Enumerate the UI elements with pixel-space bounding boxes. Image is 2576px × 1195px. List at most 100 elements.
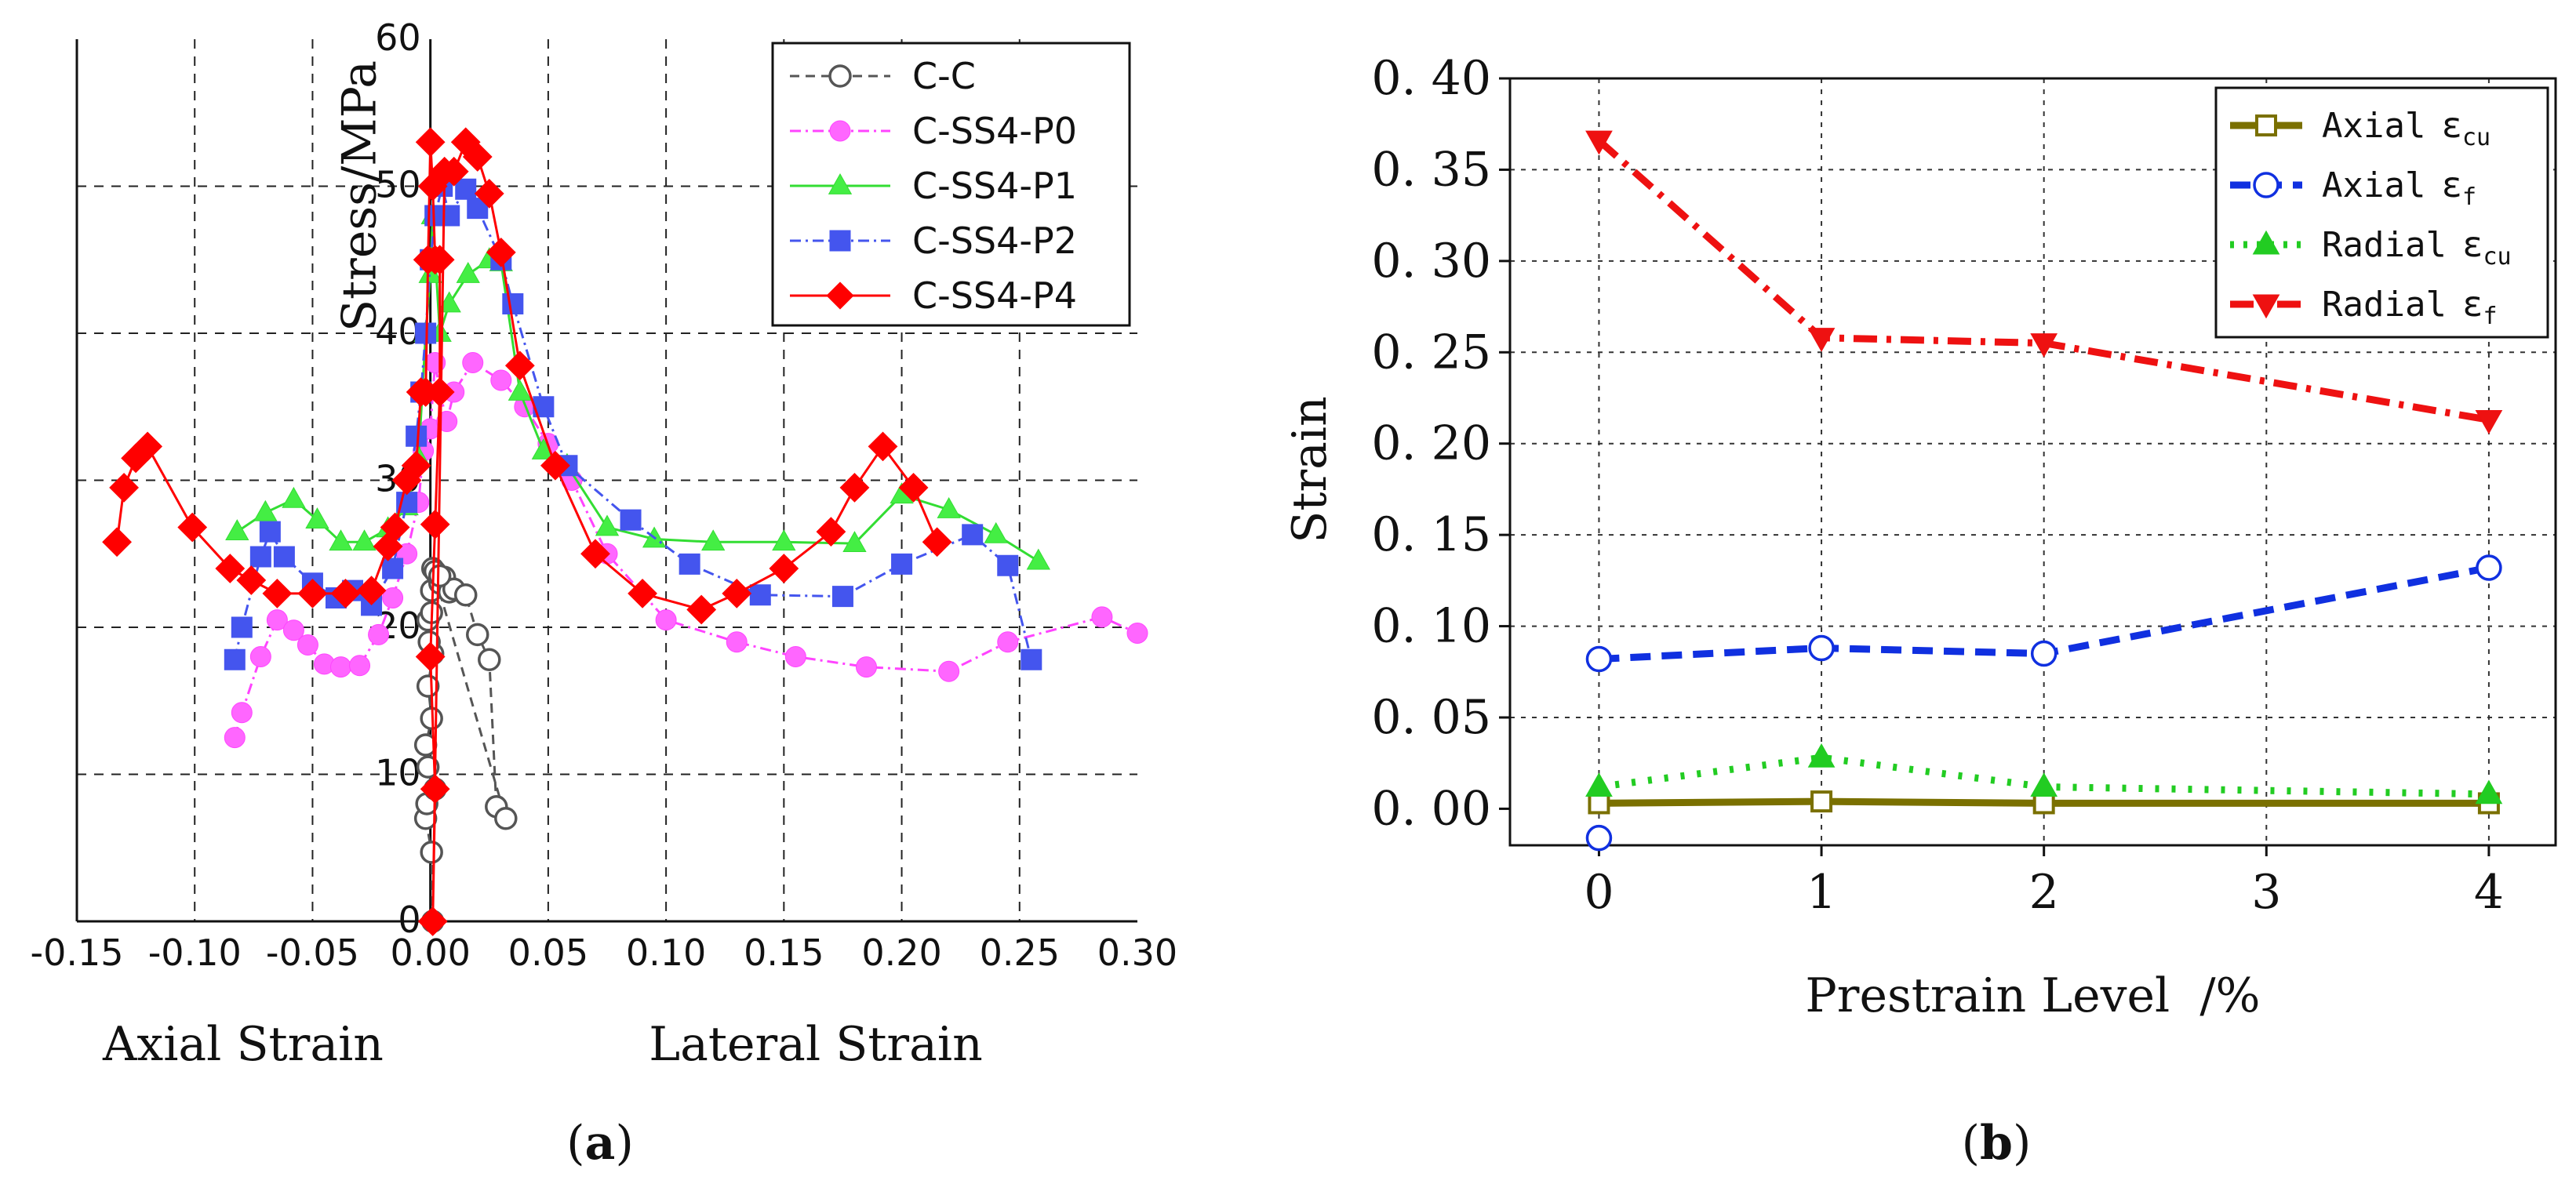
data-point-C-SS4-P1 [305, 507, 329, 529]
lateral-strain-label: Lateral Strain [649, 1017, 982, 1072]
series-Radial-f [1585, 130, 2503, 434]
x-tick-label: 2 [2029, 865, 2059, 920]
legend-label: C-SS4-P4 [912, 274, 1077, 317]
y-tick-label: 50 [375, 164, 421, 206]
data-point-Radial-cu [1585, 772, 1613, 797]
data-point-C-SS4-P4 [297, 578, 328, 608]
data-point-C-SS4-P2 [749, 584, 771, 606]
data-point-C-SS4-P4 [415, 127, 446, 158]
data-point-C-SS4-P0 [855, 656, 877, 678]
legend-marker [828, 64, 852, 88]
data-point-C-SS4-P4 [769, 554, 799, 583]
legend-marker [2253, 172, 2279, 198]
y-tick-label: 0. 35 [1371, 142, 1491, 197]
legend-marker [2252, 230, 2280, 255]
data-point-C-SS4-P2 [962, 524, 984, 546]
x-tick-label: 4 [2474, 865, 2504, 920]
y-tick-label: 0. 20 [1371, 416, 1491, 471]
x-tick-label: 0.30 [1097, 932, 1177, 974]
data-point-Axial-cu [1810, 790, 1833, 813]
data-point-C-SS4-P4 [816, 517, 846, 547]
data-point-C-SS4-P2 [679, 553, 700, 575]
y-tick-label: 0. 10 [1371, 599, 1491, 654]
data-point-C-SS4-P4 [839, 472, 870, 503]
x-tick-label: 0.05 [508, 932, 588, 974]
data-point-C-SS4-P1 [701, 529, 726, 551]
legend-subscript: cu [2462, 124, 2490, 151]
legend-subscript: cu [2483, 243, 2511, 271]
panel-paren-open: ( [566, 1116, 584, 1171]
data-point-C-SS4-P1 [772, 529, 796, 551]
data-point-C-SS4-P4 [868, 431, 898, 462]
x-tick-label: 3 [2251, 865, 2281, 920]
data-point-C-SS4-P1 [253, 499, 278, 521]
data-point-C-SS4-P4 [215, 554, 246, 583]
extra-data-point [1585, 824, 1613, 852]
panel-letter-b: b [1980, 1116, 2013, 1171]
legend-name: Axial [2322, 165, 2425, 205]
data-point-C-SS4-P1 [984, 521, 1008, 543]
data-point-C-SS4-P4 [133, 431, 163, 462]
data-point-C-SS4-P2 [249, 546, 271, 568]
legend-label: Radial εcu [2322, 225, 2512, 271]
panel-paren-open: ( [1962, 1116, 1980, 1171]
series-line-Axial-f [1599, 564, 2490, 663]
legend-label: Radial εf [2322, 285, 2498, 330]
data-point-C-C [428, 564, 452, 588]
data-point-C-SS4-P4 [330, 578, 361, 608]
x-tick-label: 0.00 [390, 932, 470, 974]
data-point-C-SS4-P0 [282, 619, 304, 641]
data-point-C-SS4-P0 [490, 369, 512, 391]
data-point-C-SS4-P2 [406, 425, 428, 447]
legend-marker [828, 173, 853, 194]
data-point-C-SS4-P2 [273, 546, 295, 568]
data-point-C-SS4-P1 [1026, 548, 1050, 570]
data-point-C-SS4-P0 [382, 587, 404, 608]
panel-label-b: (b) [1962, 1116, 2032, 1171]
data-point-C-SS4-P2 [620, 509, 642, 531]
x-tick-label: 0 [1584, 865, 1614, 920]
series-line-Axial-cu [1599, 797, 2489, 807]
data-point-C-SS4-P1 [282, 486, 306, 508]
legend-marker [2252, 294, 2280, 319]
data-point-Radial-f [1807, 328, 1836, 352]
data-point-C-SS4-P0 [329, 656, 351, 678]
x-tick-label: 0.10 [626, 932, 706, 974]
data-point-C-SS4-P4 [109, 472, 139, 503]
data-point-C-SS4-P0 [997, 631, 1019, 653]
data-point-Radial-cu [1807, 743, 1836, 768]
data-point-C-SS4-P4 [380, 512, 410, 543]
data-point-C-SS4-P1 [329, 529, 353, 551]
data-point-C-SS4-P0 [1126, 623, 1148, 644]
data-point-C-SS4-P4 [438, 156, 469, 187]
legend-label: C-SS4-P0 [912, 110, 1077, 152]
y-tick-label: 0. 05 [1371, 690, 1491, 745]
data-point-C-SS4-P4 [420, 774, 450, 805]
legend-symbol: ε [2462, 225, 2483, 265]
data-point-Axial-f [2476, 554, 2502, 581]
data-point-C-SS4-P4 [628, 578, 657, 608]
data-point-C-SS4-P4 [722, 578, 752, 608]
panel-letter-a: a [585, 1116, 616, 1171]
y-tick-label: 0 [398, 899, 420, 941]
y-tick-label: 0. 30 [1371, 234, 1491, 289]
data-point-C-SS4-P2 [224, 648, 246, 670]
x-tick-label: 0.25 [980, 932, 1060, 974]
y-tick-label: 0. 40 [1371, 51, 1491, 106]
series-Radial-cu [1585, 743, 2503, 805]
legend-subscript: f [2483, 303, 2497, 330]
legend-subscript: f [2462, 183, 2476, 211]
data-point-C-C [453, 583, 478, 607]
data-point-C-SS4-P4 [504, 351, 535, 381]
data-point-C-SS4-P4 [686, 594, 717, 625]
data-point-Radial-cu [2475, 779, 2503, 805]
data-point-C-SS4-P1 [937, 497, 961, 518]
x-tick-label: -0.10 [148, 932, 242, 974]
data-point-Radial-f [2030, 333, 2058, 358]
legend-box [771, 42, 1131, 327]
legend-label: C-SS4-P2 [912, 220, 1077, 262]
x-axis-title: Prestrain Level /% [1805, 968, 2260, 1023]
data-point-C-SS4-P2 [231, 616, 253, 638]
data-point-C-C [420, 841, 443, 864]
